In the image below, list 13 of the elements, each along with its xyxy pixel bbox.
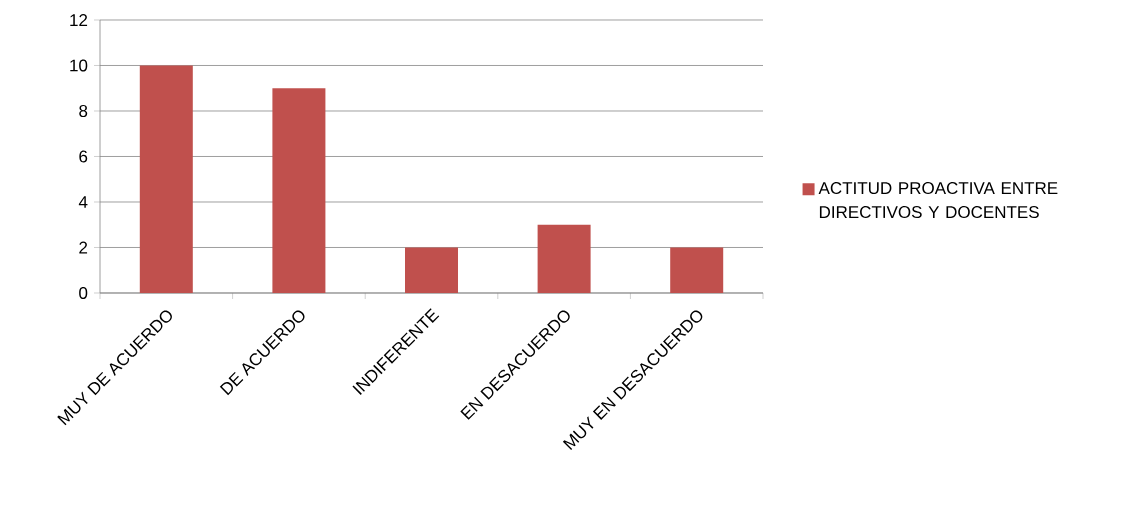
- bar: [272, 88, 326, 293]
- bar: [537, 224, 591, 293]
- legend-label: ACTITUD PROACTIVA ENTRE DIRECTIVOS Y DOCENTES: [818, 182, 1058, 219]
- y-tick-label: 2: [79, 241, 88, 254]
- y-tick-label: 0: [79, 286, 88, 300]
- y-tick-label: 8: [79, 104, 88, 117]
- y-tick-label: 6: [79, 150, 88, 163]
- y-tick-label: 4: [78, 196, 88, 208]
- y-tick-label: 10: [70, 59, 88, 72]
- y-tick-label: 12: [70, 14, 88, 26]
- bar: [405, 247, 458, 293]
- bar: [139, 65, 193, 293]
- bar: [670, 247, 724, 293]
